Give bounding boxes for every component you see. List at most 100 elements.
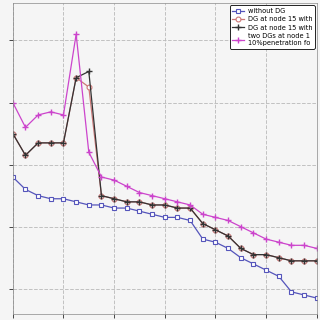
DG at node 15 with [150,203,154,207]
DG at node 15 with [100,194,103,197]
two DGs at node 1
10%penetration fo [277,240,281,244]
DG at node 15 with [74,76,78,80]
DG at node 15 with [61,141,65,145]
DG at node 15 with [188,206,192,210]
Legend: without DG, DG at node 15 with, DG at node 15 with, two DGs at node 1
10%penetra: without DG, DG at node 15 with, DG at no… [229,5,315,49]
DG at node 15 with [213,228,217,232]
DG at node 15 with [252,253,255,257]
without DG [239,256,243,260]
DG at node 15 with [24,153,28,157]
without DG [226,246,230,250]
DG at node 15 with [176,206,180,210]
DG at node 15 with [239,246,243,250]
without DG [163,215,167,219]
DG at node 15 with [264,253,268,257]
DG at node 15 with [201,222,205,226]
DG at node 15 with [24,153,28,157]
without DG [11,175,15,179]
two DGs at node 1
10%penetration fo [239,225,243,228]
DG at node 15 with [315,259,319,263]
DG at node 15 with [226,234,230,238]
without DG [36,194,40,197]
DG at node 15 with [188,206,192,210]
without DG [24,188,28,191]
DG at node 15 with [277,256,281,260]
DG at node 15 with [315,259,319,263]
without DG [252,262,255,266]
without DG [125,206,129,210]
two DGs at node 1
10%penetration fo [302,244,306,247]
two DGs at node 1
10%penetration fo [61,113,65,117]
DG at node 15 with [36,141,40,145]
DG at node 15 with [264,253,268,257]
DG at node 15 with [302,259,306,263]
DG at node 15 with [112,197,116,201]
Line: DG at node 15 with: DG at node 15 with [10,75,319,263]
DG at node 15 with [176,206,180,210]
without DG [61,197,65,201]
DG at node 15 with [138,200,141,204]
DG at node 15 with [61,141,65,145]
DG at node 15 with [302,259,306,263]
Line: two DGs at node 1
10%penetration fo: two DGs at node 1 10%penetration fo [10,31,320,252]
DG at node 15 with [112,197,116,201]
DG at node 15 with [226,234,230,238]
two DGs at node 1
10%penetration fo [24,125,28,129]
without DG [290,290,293,294]
two DGs at node 1
10%penetration fo [290,244,293,247]
DG at node 15 with [87,69,91,73]
two DGs at node 1
10%penetration fo [226,219,230,222]
DG at node 15 with [138,200,141,204]
DG at node 15 with [277,256,281,260]
DG at node 15 with [125,200,129,204]
DG at node 15 with [213,228,217,232]
DG at node 15 with [125,200,129,204]
DG at node 15 with [150,203,154,207]
DG at node 15 with [239,246,243,250]
DG at node 15 with [100,194,103,197]
two DGs at node 1
10%penetration fo [100,175,103,179]
without DG [49,197,53,201]
without DG [87,203,91,207]
without DG [264,268,268,272]
two DGs at node 1
10%penetration fo [201,212,205,216]
two DGs at node 1
10%penetration fo [163,197,167,201]
without DG [100,203,103,207]
DG at node 15 with [163,203,167,207]
without DG [150,212,154,216]
two DGs at node 1
10%penetration fo [188,203,192,207]
two DGs at node 1
10%penetration fo [150,194,154,197]
two DGs at node 1
10%penetration fo [315,246,319,250]
DG at node 15 with [49,141,53,145]
two DGs at node 1
10%penetration fo [112,178,116,182]
DG at node 15 with [74,76,78,80]
without DG [201,237,205,241]
without DG [302,293,306,297]
Line: DG at node 15 with: DG at node 15 with [10,68,320,264]
without DG [176,215,180,219]
two DGs at node 1
10%penetration fo [125,184,129,188]
two DGs at node 1
10%penetration fo [11,100,15,104]
without DG [315,296,319,300]
two DGs at node 1
10%penetration fo [74,32,78,36]
without DG [112,206,116,210]
without DG [138,209,141,213]
DG at node 15 with [290,259,293,263]
DG at node 15 with [87,85,91,89]
DG at node 15 with [11,132,15,135]
two DGs at node 1
10%penetration fo [252,231,255,235]
DG at node 15 with [290,259,293,263]
DG at node 15 with [252,253,255,257]
DG at node 15 with [201,222,205,226]
two DGs at node 1
10%penetration fo [264,237,268,241]
DG at node 15 with [163,203,167,207]
two DGs at node 1
10%penetration fo [213,215,217,219]
two DGs at node 1
10%penetration fo [87,150,91,154]
without DG [277,275,281,278]
without DG [188,219,192,222]
without DG [74,200,78,204]
without DG [213,240,217,244]
two DGs at node 1
10%penetration fo [176,200,180,204]
two DGs at node 1
10%penetration fo [36,113,40,117]
two DGs at node 1
10%penetration fo [138,191,141,195]
